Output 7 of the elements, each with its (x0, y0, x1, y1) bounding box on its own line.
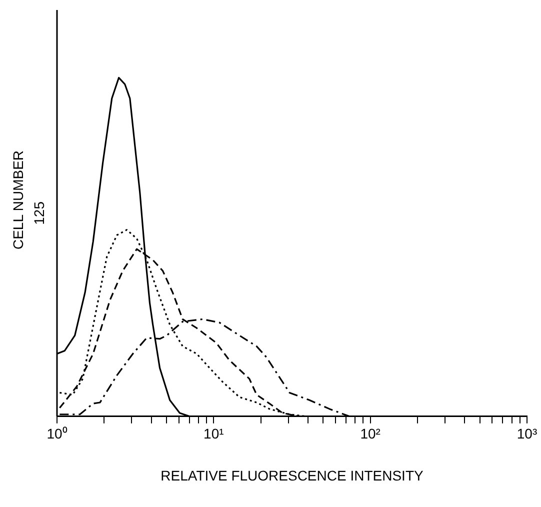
x-axis-title: RELATIVE FLUORESCENCE INTENSITY (160, 467, 424, 484)
x-tick-label: 10³ (516, 426, 538, 442)
y-axis-title: CELL NUMBER (10, 150, 26, 250)
x-tick-label: 10¹ (204, 426, 224, 442)
x-tick-label: 10² (360, 426, 381, 442)
x-tick-label: 10⁰ (46, 426, 68, 442)
text: 125 (30, 201, 47, 225)
